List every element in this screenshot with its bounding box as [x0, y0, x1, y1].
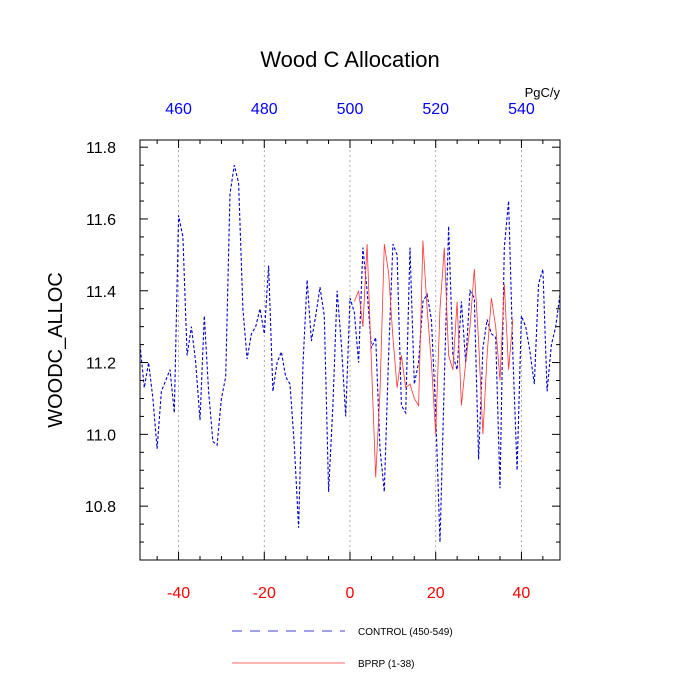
top-tick-label: 460 — [165, 101, 192, 118]
top-tick-label: 480 — [251, 101, 278, 118]
legend: CONTROL (450-549) BPRP (1-38) — [232, 627, 453, 670]
y-axis-label: WOODC_ALLOC — [45, 272, 67, 428]
top-tick-label: 500 — [337, 101, 364, 118]
x-tick-label: 20 — [427, 585, 445, 602]
y-tick-label: 11.2 — [86, 356, 116, 373]
series-line-1 — [353, 240, 514, 478]
axis-ticks: -40 -20 0 20 40 460 480 500 520 540 10.8 11.0 11.2 11… — [85, 101, 560, 602]
plot-series — [139, 164, 561, 543]
x-tick-label: 40 — [513, 585, 531, 602]
y-tick-label: 11.8 — [86, 140, 116, 157]
legend-label: BPRP (1-38) — [358, 659, 415, 670]
x-tick-label: 0 — [346, 585, 355, 602]
top-axis-units: PgC/y — [525, 85, 561, 100]
top-tick-label: 520 — [422, 101, 449, 118]
top-tick-label: 540 — [508, 101, 535, 118]
x-tick-label: -40 — [167, 585, 190, 602]
chart-title: Wood C Allocation — [260, 47, 439, 72]
series-line-0 — [139, 164, 561, 543]
grid-lines — [178, 140, 522, 560]
x-tick-label: -20 — [253, 585, 276, 602]
y-tick-label: 10.8 — [85, 499, 116, 516]
y-tick-label: 11.0 — [86, 427, 116, 444]
y-tick-label: 11.6 — [86, 212, 116, 229]
y-tick-label: 11.4 — [86, 284, 116, 301]
legend-label: CONTROL (450-549) — [358, 627, 453, 638]
